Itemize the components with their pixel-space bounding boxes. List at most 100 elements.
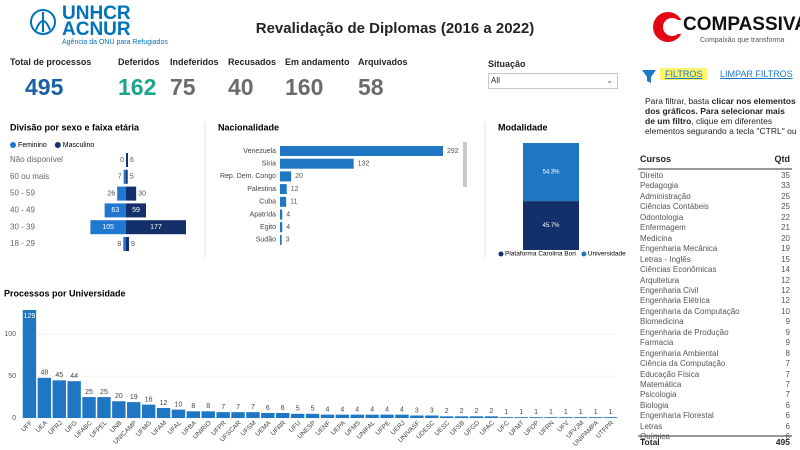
table-cell: Engenharia Florestal [640, 411, 714, 421]
x-tick-label: UFRN [538, 419, 556, 437]
data-label: 12 [160, 400, 168, 407]
table-cell: 8 [785, 348, 790, 358]
y-tick-label: Palestina [247, 186, 276, 193]
bar [320, 414, 335, 418]
y-tick-label: 100 [4, 331, 16, 338]
data-label: 45 [55, 372, 63, 379]
bar [126, 186, 137, 201]
chart-title: Processos por Universidade [4, 288, 126, 298]
data-label: 4 [355, 406, 359, 413]
page-title: Revalidação de Diplomas (2016 a 2022) [255, 20, 535, 37]
table-cell: 25 [781, 202, 790, 212]
dropdown-chevron[interactable]: ⌄ [606, 76, 613, 85]
bar [156, 407, 171, 418]
table-cell: Ciências Econômicas [640, 265, 717, 275]
table-cell: Engenharia Elétrica [640, 296, 710, 306]
x-tick-label: UFMG [135, 420, 153, 438]
data-label: 5 [311, 406, 315, 413]
y-tick-label: Rep. Dem. Congo [220, 173, 276, 180]
chart-title: Nacionalidade [218, 122, 279, 132]
data-label: 30 [138, 190, 146, 197]
data-label: 1 [519, 409, 523, 416]
table-cell: Direito [640, 171, 664, 180]
data-label: 1 [609, 409, 613, 416]
data-label: 3 [286, 237, 290, 244]
legend-marker [581, 251, 587, 257]
bar [127, 402, 141, 418]
table-cell: Biologia [640, 400, 669, 410]
data-label: 1 [564, 409, 568, 416]
x-tick-label: UFPE [374, 419, 392, 437]
table-cell: 7 [785, 369, 790, 379]
data-label: 2 [489, 408, 493, 415]
data-label: 7 [221, 404, 225, 411]
data-label: 11 [290, 199, 297, 206]
table-cell: 7 [785, 380, 790, 389]
table-cell: 7 [785, 390, 790, 400]
data-label: 1 [579, 409, 583, 416]
data-label: 2 [474, 408, 478, 415]
kpi-value: 58 [358, 74, 384, 100]
logo-right: COMPASSIVA [683, 14, 800, 35]
data-label: 105 [102, 224, 114, 231]
y-tick-label: 50 - 59 [10, 189, 35, 198]
kpi-value: 495 [25, 74, 64, 100]
legend-label: Universidade [588, 251, 626, 258]
bar-segment [523, 201, 579, 250]
filters-button[interactable]: FILTROS [660, 68, 708, 80]
data-label: 20 [295, 173, 303, 180]
data-label: 1 [504, 409, 508, 416]
bar [395, 414, 409, 418]
bar [123, 237, 126, 251]
y-tick-label: Cuba [259, 199, 276, 206]
dropdown-value[interactable]: All [491, 76, 500, 85]
data-label: 59 [132, 207, 140, 214]
chart-title: Modalidade [498, 122, 548, 132]
legend-label: Feminino [18, 142, 47, 149]
data-label: 5 [130, 174, 134, 181]
unhcr-emblem [30, 9, 56, 35]
legend-marker [498, 251, 504, 257]
situacao-dropdown[interactable]: All ⌄ [488, 73, 618, 89]
x-tick-label: UFAL [167, 419, 184, 436]
table-cell: Letras [640, 421, 663, 431]
legend-label: Plataforma Carolina Bori [505, 251, 576, 258]
bar [588, 417, 603, 418]
table-cell: 20 [781, 233, 790, 243]
table-cell: Administração [640, 191, 691, 201]
logo-left-subtitle: Agência da ONU para Refugiados [62, 39, 168, 46]
y-tick-label: 50 [8, 373, 16, 380]
table-cell: 7 [785, 359, 790, 369]
table-cell: Farmacia [640, 338, 674, 348]
bar [171, 409, 186, 418]
data-label: 9 [131, 241, 135, 248]
bar [280, 196, 287, 207]
bar [126, 237, 130, 251]
table-cell: Matemática [640, 380, 682, 389]
filter-icon [642, 70, 656, 83]
x-tick-label: UFPEL [89, 419, 109, 439]
bar [276, 412, 290, 418]
data-label: 8 [206, 403, 210, 410]
table-cell: 22 [781, 212, 790, 222]
bar [123, 169, 126, 184]
bar [290, 413, 305, 418]
data-label: 3 [430, 407, 434, 414]
y-tick-label: 30 - 39 [10, 222, 35, 231]
data-label: 129 [24, 313, 36, 320]
bar [380, 414, 394, 418]
table-cell: Engenharia de Produção [640, 327, 729, 337]
clear-filters-button[interactable]: LIMPAR FILTROS [720, 69, 793, 79]
bar [280, 184, 287, 195]
bar [574, 417, 588, 418]
data-label: 12 [291, 186, 299, 193]
table-cell: Arquitetura [640, 275, 680, 285]
table-cell: 9 [785, 317, 790, 327]
bar [22, 310, 37, 418]
data-label: 7 [251, 404, 255, 411]
kpi-label: Arquivados [358, 57, 408, 67]
x-tick-label: UFAC [479, 419, 496, 436]
table-cell: 25 [781, 191, 790, 201]
